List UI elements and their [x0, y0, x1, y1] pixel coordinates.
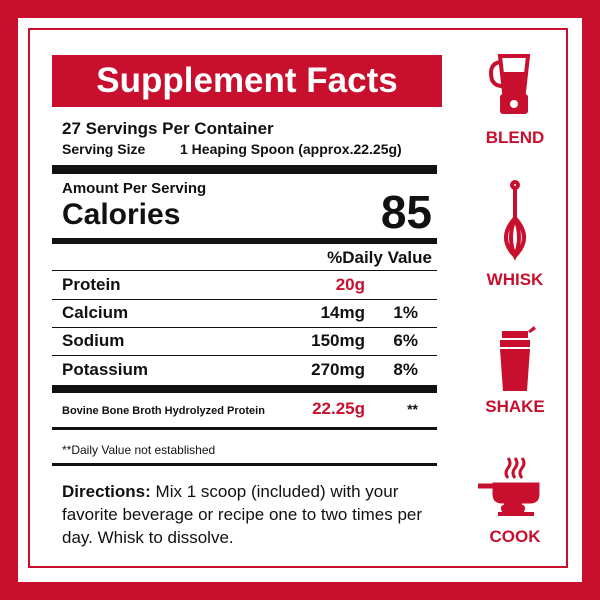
nutrient-name: Potassium	[62, 360, 148, 379]
calories-label: Calories	[62, 198, 181, 231]
nutrient-name: Sodium	[62, 331, 125, 350]
calories-value: 85	[380, 186, 432, 238]
nutrient-amount: 20g	[335, 275, 365, 294]
directions-label: Directions:	[62, 482, 151, 501]
nutrient-dv: 8%	[393, 360, 418, 379]
divider	[52, 270, 437, 271]
nutrient-name: Protein	[62, 275, 121, 294]
footnote: **Daily Value not established	[62, 443, 216, 457]
step-label: COOK	[489, 527, 541, 546]
serving-size-value: 1 Heaping Spoon (approx.22.25g)	[180, 141, 402, 157]
divider	[52, 299, 437, 300]
blend-icon	[489, 54, 531, 114]
cook-icon	[478, 457, 540, 516]
title: Supplement Facts	[52, 55, 442, 107]
servings-per-container: 27 Servings Per Container	[62, 119, 274, 138]
step-icons	[478, 54, 540, 516]
step-label: SHAKE	[485, 397, 545, 416]
nutrient-amount: 14mg	[320, 303, 365, 322]
step-label: BLEND	[485, 128, 545, 147]
ingredient-dv: **	[407, 401, 418, 417]
daily-value-header: %Daily Value	[327, 248, 432, 267]
divider	[52, 463, 437, 466]
ingredient-amount: 22.25g	[312, 399, 365, 418]
divider	[52, 238, 437, 244]
nutrient-dv: 6%	[393, 331, 418, 350]
divider	[52, 355, 437, 356]
ingredient-name: Bovine Bone Broth Hydrolyzed Protein	[62, 405, 265, 417]
nutrient-dv: 1%	[393, 303, 418, 322]
divider	[52, 165, 437, 174]
directions: Directions: Mix 1 scoop (included) with …	[62, 480, 454, 549]
serving-size-label: Serving Size	[62, 141, 146, 157]
divider	[52, 385, 437, 393]
nutrient-name: Calcium	[62, 303, 129, 322]
nutrient-amount: 270mg	[311, 360, 365, 379]
directions-text: Mix 1 scoop (included) with your favorit…	[62, 482, 423, 547]
step-label: WHISK	[486, 270, 544, 289]
divider	[52, 327, 437, 328]
frame	[28, 28, 568, 568]
nutrient-amount: 150mg	[311, 331, 365, 350]
whisk-icon	[504, 180, 526, 261]
shake-icon	[500, 326, 536, 391]
amount-per-serving: Amount Per Serving	[62, 180, 207, 197]
divider	[52, 427, 437, 430]
